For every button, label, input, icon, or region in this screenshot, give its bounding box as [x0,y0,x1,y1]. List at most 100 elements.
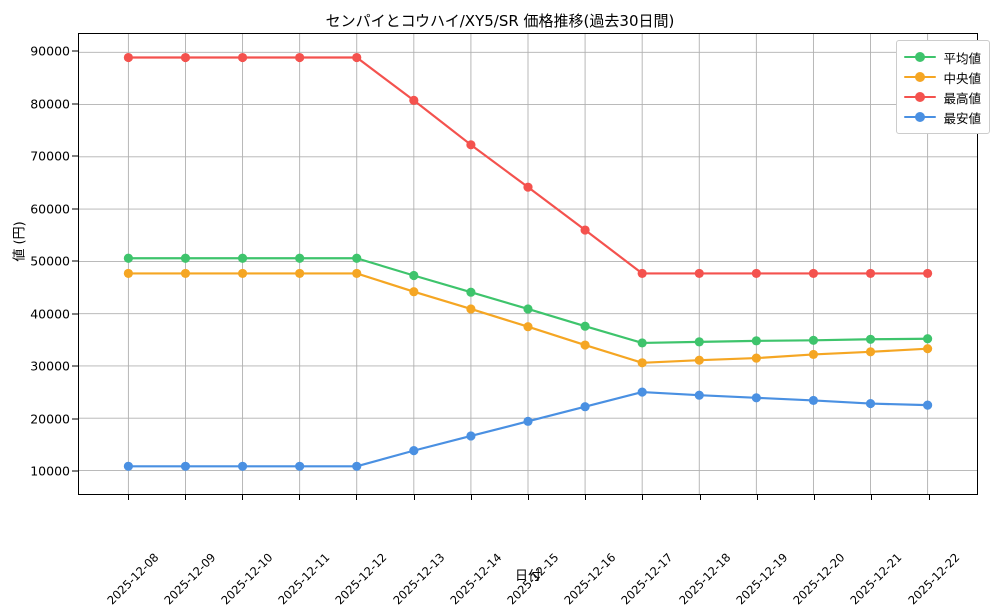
data-point [295,52,305,63]
x-axis-tick-mark [413,495,415,500]
data-point [352,253,362,263]
x-axis-tick-mark [299,495,301,500]
data-point [180,268,191,278]
plot-area [78,33,978,495]
data-point [123,52,133,63]
data-point [808,349,819,360]
x-axis-tick-mark [699,495,701,500]
y-axis-tick-mark [72,470,78,472]
legend-item[interactable]: 最高値 [904,87,981,107]
grid-lines [79,34,977,494]
data-point [295,253,305,263]
data-point [237,253,248,263]
data-point [751,336,761,346]
y-axis-tick-mark [72,418,78,420]
data-point [409,287,419,297]
legend-label: 中央値 [943,70,981,86]
data-point [808,395,819,406]
x-axis-tick-mark [356,495,358,500]
legend-dot [915,92,926,102]
y-axis-tick-mark [72,365,78,367]
data-point [808,268,819,278]
data-point [352,52,362,63]
x-axis-tick-mark [470,495,472,500]
data-point [523,304,533,314]
y-axis-tick-label: 50000 [30,253,70,269]
series-line [127,390,929,468]
series-line [127,56,929,275]
legend-label: 最高値 [943,90,981,106]
legend-swatch-icon [904,70,937,84]
x-axis-tick-mark [814,495,816,500]
y-axis-tick-mark [72,313,78,315]
y-axis-tick-label: 30000 [30,358,70,374]
data-point [865,347,876,357]
legend-dot [915,52,926,62]
legend-swatch-icon [904,110,937,124]
data-point [466,140,476,150]
y-axis-tick-labels: 10000 20000 30000 40000 50000 60000 70000 80000… [0,33,70,495]
x-axis-tick-mark [241,495,243,500]
legend-item[interactable]: 中央値 [904,67,981,87]
x-axis-tick-mark [871,495,873,500]
chart-title: センパイとコウハイ/XY5/SR 価格推移(過去30日間) [325,12,675,30]
legend-label: 平均値 [943,50,981,66]
x-axis-tick-mark [127,495,129,500]
data-point [694,268,704,278]
data-point [409,446,419,456]
data-point [580,225,590,235]
data-point [865,268,876,278]
data-point [180,253,191,263]
series-line [127,272,929,364]
legend-item[interactable]: 平均値 [904,47,981,67]
data-point [180,461,191,471]
data-point [751,393,761,403]
series-lines [123,52,933,471]
data-point [123,268,133,278]
data-point [237,268,248,278]
data-point [580,402,590,412]
data-point [751,268,761,278]
y-axis-tick-label: 60000 [30,201,70,217]
y-axis-tick-label: 80000 [30,96,70,112]
y-axis-tick-mark [72,50,78,52]
data-point [694,390,704,400]
data-point [923,268,933,278]
y-axis-tick-mark [72,260,78,262]
data-point [523,416,533,426]
data-point [637,387,647,397]
data-point [637,358,647,368]
data-point [694,355,704,365]
legend-label: 最安値 [943,110,981,126]
data-point [237,52,248,63]
data-point [580,321,590,331]
data-point [751,353,761,363]
x-axis-tick-mark [756,495,758,500]
y-axis-tick-label: 10000 [30,463,70,479]
data-point [865,398,876,409]
data-point [295,268,305,278]
data-point [237,461,248,471]
data-point [295,461,305,471]
data-point [180,52,191,63]
legend-dot [915,112,926,122]
data-point [923,344,933,354]
data-point [694,337,704,347]
legend-item[interactable]: 最安値 [904,107,981,127]
data-point [123,461,133,471]
data-point [409,270,419,281]
x-axis-tick-mark [642,495,644,500]
data-point [865,334,876,344]
chart-legend: 平均値中央値最高値最安値 [896,40,990,134]
legend-dot [915,72,926,82]
data-point [523,322,533,332]
x-axis-label: 日付 [514,569,541,584]
x-axis-tick-mark [528,495,529,500]
data-point [409,95,419,105]
data-point [923,334,933,344]
legend-swatch-icon [904,50,937,64]
x-axis-tick-mark [184,495,186,500]
data-point [523,182,533,192]
data-point [466,287,476,297]
